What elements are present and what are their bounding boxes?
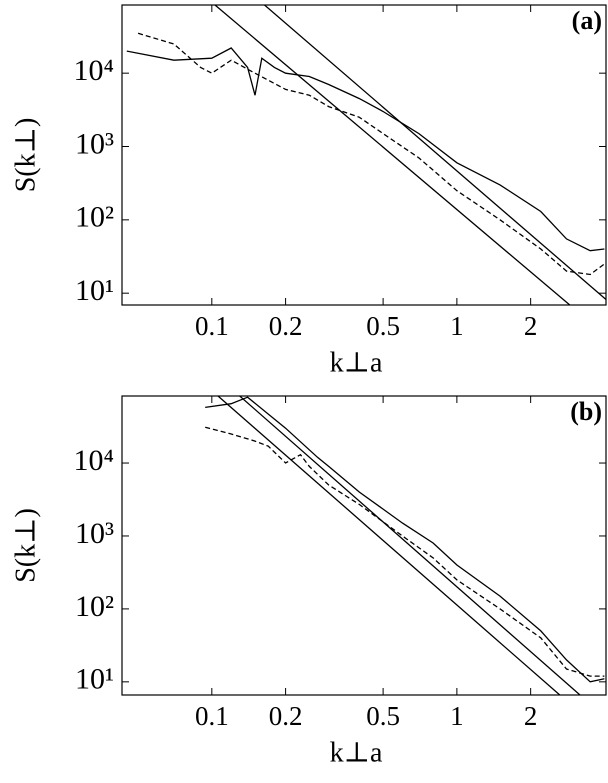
y-tick-label: 10⁴ [74, 54, 114, 87]
y-tick-label: 10² [75, 201, 114, 234]
y-tick-label: 10³ [75, 517, 114, 550]
series-line [137, 32, 605, 276]
y-tick-label: 10¹ [75, 663, 114, 696]
series-line [205, 426, 605, 677]
x-tick-label: 0.2 [269, 701, 303, 731]
y-tick-label: 10³ [75, 127, 114, 160]
series-line [217, 396, 561, 695]
y-tick-label: 10² [75, 590, 114, 623]
x-tick-label: 0.2 [269, 311, 303, 341]
x-tick-label: 2 [524, 311, 538, 341]
panel-label: (a) [572, 6, 602, 35]
plot-frame [121, 395, 607, 696]
y-axis-label: S(k⊥) [10, 118, 41, 193]
x-axis-label: k⊥a [330, 347, 383, 378]
series-line [239, 396, 581, 695]
x-tick-label: 2 [524, 701, 538, 731]
y-tick-label: 10¹ [75, 274, 114, 307]
plot-frame [121, 4, 607, 306]
series-line [214, 5, 571, 305]
x-tick-label: 0.5 [366, 701, 400, 731]
x-axis-label: k⊥a [330, 737, 383, 768]
panel-label: (b) [570, 397, 602, 426]
series-line [264, 5, 606, 300]
y-tick-label: 10⁴ [74, 444, 114, 477]
series-line [126, 47, 605, 252]
x-tick-label: 0.5 [366, 311, 400, 341]
series-line [205, 396, 605, 683]
x-tick-label: 0.1 [195, 311, 229, 341]
y-axis-label: S(k⊥) [10, 508, 41, 583]
x-tick-label: 0.1 [195, 701, 229, 731]
x-tick-label: 1 [450, 311, 464, 341]
x-tick-label: 1 [450, 701, 464, 731]
